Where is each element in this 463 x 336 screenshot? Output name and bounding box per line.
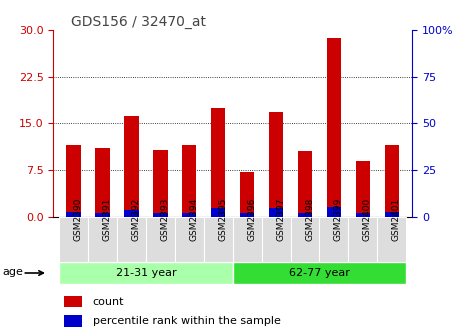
Text: 62-77 year: 62-77 year <box>289 268 350 278</box>
Text: GSM2398: GSM2398 <box>305 197 314 241</box>
FancyBboxPatch shape <box>262 217 291 262</box>
Bar <box>124 210 138 217</box>
Bar <box>66 212 81 217</box>
Text: GSM2393: GSM2393 <box>160 197 169 241</box>
Bar <box>64 296 82 307</box>
FancyBboxPatch shape <box>117 217 146 262</box>
FancyBboxPatch shape <box>377 217 407 262</box>
Text: GSM2391: GSM2391 <box>102 197 112 241</box>
Text: 21-31 year: 21-31 year <box>116 268 176 278</box>
Text: GSM2396: GSM2396 <box>247 197 256 241</box>
FancyBboxPatch shape <box>88 217 117 262</box>
Bar <box>269 112 283 217</box>
FancyBboxPatch shape <box>59 217 88 262</box>
FancyBboxPatch shape <box>146 217 175 262</box>
Bar <box>66 145 81 217</box>
Bar <box>269 208 283 217</box>
Bar <box>95 149 110 217</box>
Bar <box>356 161 370 217</box>
Bar <box>153 213 168 217</box>
FancyBboxPatch shape <box>233 262 407 284</box>
Bar <box>298 152 312 217</box>
Bar <box>211 208 225 217</box>
Text: count: count <box>93 297 124 307</box>
Text: GSM2394: GSM2394 <box>189 197 198 241</box>
Bar <box>356 213 370 217</box>
Text: GSM2390: GSM2390 <box>74 197 82 241</box>
Bar <box>298 213 312 217</box>
Bar <box>64 315 82 327</box>
FancyBboxPatch shape <box>291 217 319 262</box>
Text: GSM2400: GSM2400 <box>363 197 372 241</box>
FancyBboxPatch shape <box>319 217 349 262</box>
Bar <box>182 213 196 217</box>
Bar <box>95 213 110 217</box>
Text: age: age <box>3 267 24 277</box>
Bar <box>182 145 196 217</box>
Text: GSM2392: GSM2392 <box>131 197 140 241</box>
Bar <box>240 213 254 217</box>
Bar <box>124 116 138 217</box>
Bar <box>327 207 341 217</box>
Text: GSM2395: GSM2395 <box>218 197 227 241</box>
FancyBboxPatch shape <box>204 217 233 262</box>
Bar <box>327 38 341 217</box>
Bar <box>385 145 399 217</box>
Text: GSM2397: GSM2397 <box>276 197 285 241</box>
Bar <box>153 150 168 217</box>
FancyBboxPatch shape <box>233 217 262 262</box>
Bar <box>385 212 399 217</box>
Bar <box>240 172 254 217</box>
Text: percentile rank within the sample: percentile rank within the sample <box>93 316 281 326</box>
FancyBboxPatch shape <box>59 262 233 284</box>
Text: GSM2399: GSM2399 <box>334 197 343 241</box>
FancyBboxPatch shape <box>349 217 377 262</box>
Text: GDS156 / 32470_at: GDS156 / 32470_at <box>71 15 206 29</box>
Bar <box>211 108 225 217</box>
FancyBboxPatch shape <box>175 217 204 262</box>
Text: GSM2401: GSM2401 <box>392 197 401 241</box>
